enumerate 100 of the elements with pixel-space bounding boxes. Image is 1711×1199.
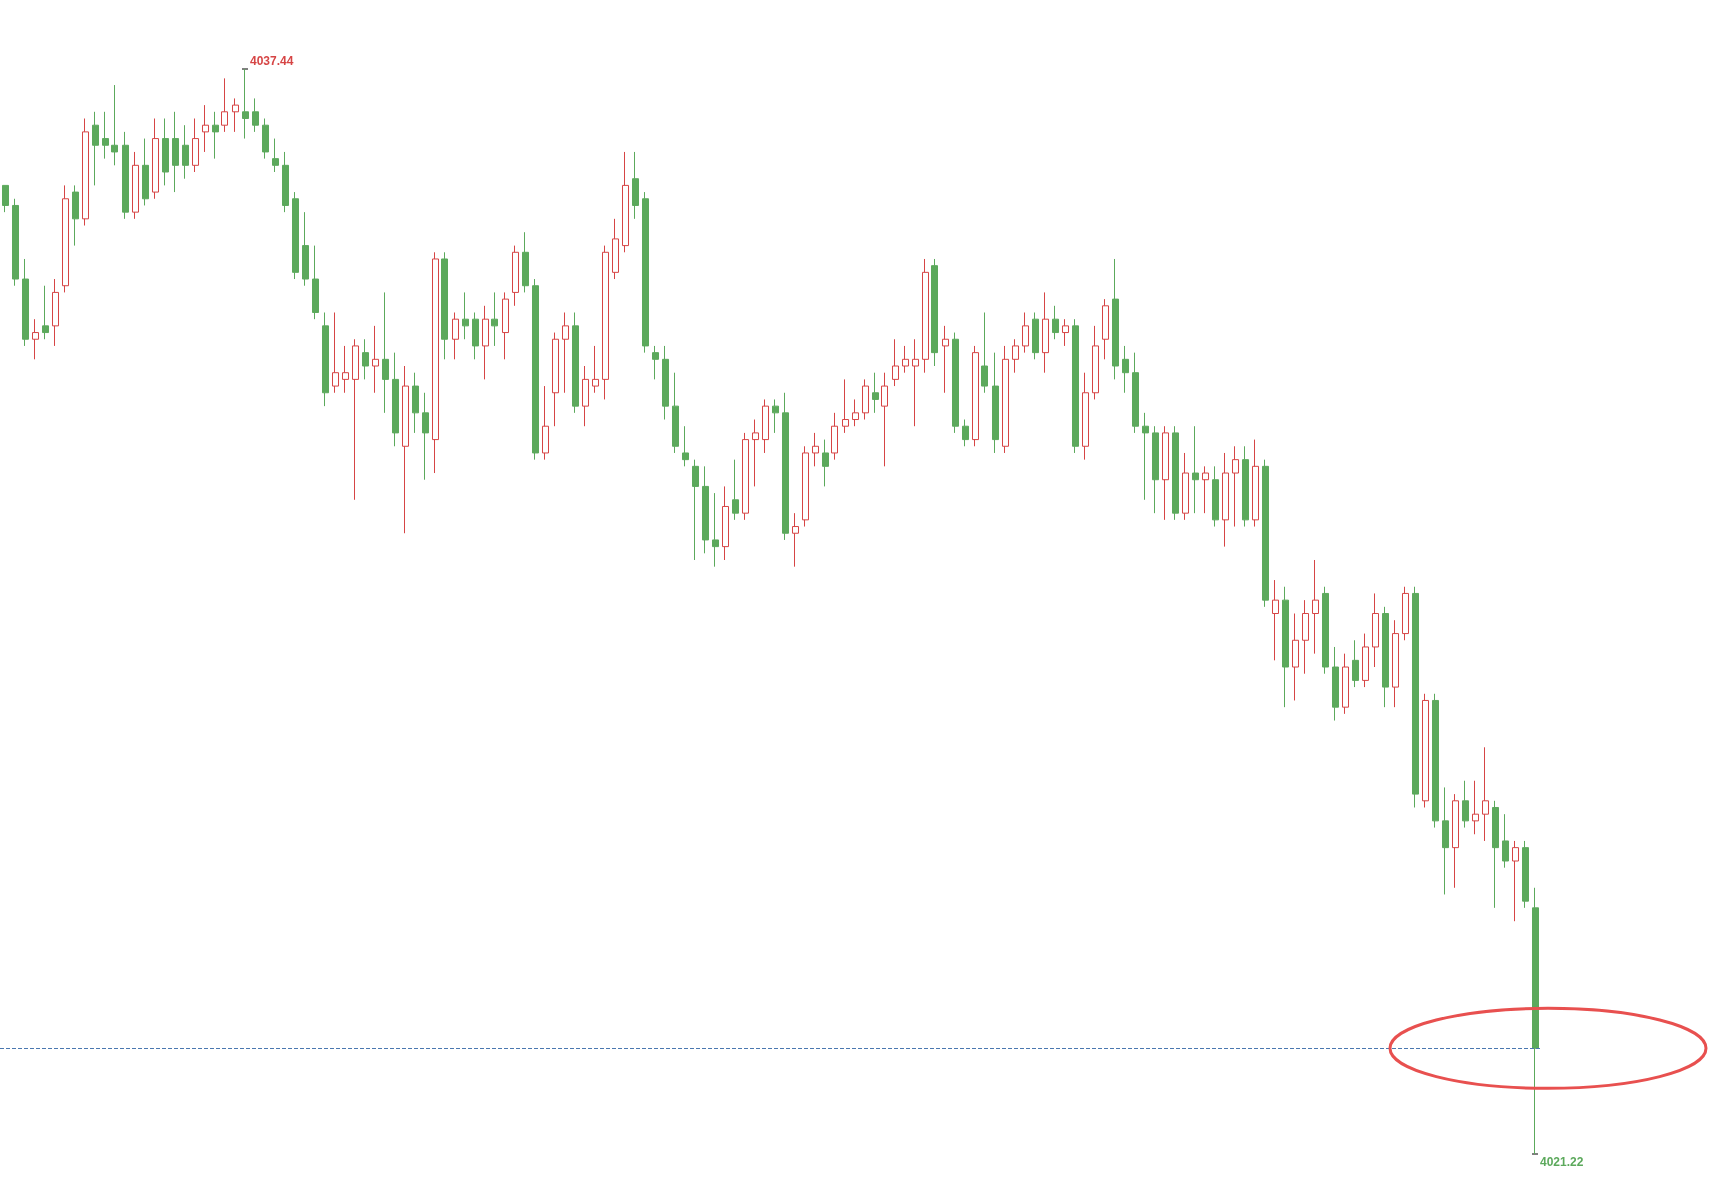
- candlestick: [1182, 452, 1189, 521]
- candlestick: [1032, 311, 1039, 360]
- candlestick: [142, 138, 149, 206]
- candlestick: [1012, 338, 1019, 374]
- candlestick: [1132, 352, 1139, 434]
- candlestick: [692, 459, 699, 561]
- candlestick: [702, 465, 709, 554]
- text: 4037.44: [250, 54, 294, 68]
- candlestick: [182, 124, 189, 180]
- candlestick: [762, 398, 769, 454]
- candlestick: [1112, 258, 1119, 380]
- candlestick: [292, 191, 299, 280]
- candlestick: [532, 278, 539, 461]
- candlestick: [1312, 559, 1319, 655]
- candlestick: [1142, 412, 1149, 501]
- candlestick: [272, 138, 279, 173]
- candlestick: [1192, 425, 1199, 514]
- candlestick: [1212, 465, 1219, 528]
- candlestick: [1462, 780, 1469, 829]
- candlestick: [1202, 465, 1209, 514]
- candlestick: [592, 345, 599, 394]
- candlestick: [1412, 586, 1419, 808]
- candlestick: [172, 111, 179, 193]
- candlestick: [1432, 693, 1439, 829]
- candlestick: [831, 412, 838, 461]
- candlestick: [1472, 780, 1479, 835]
- candlestick: [881, 372, 888, 467]
- candlestick: [1102, 298, 1109, 360]
- candlestick: [22, 258, 29, 347]
- candlestick: [1122, 345, 1129, 394]
- candlestick: [942, 325, 949, 394]
- candlestick: [1052, 305, 1059, 340]
- candlestick: [312, 245, 319, 320]
- candlestick: [1152, 425, 1159, 514]
- candlestick: [1232, 445, 1239, 528]
- candlestick: [931, 258, 938, 367]
- candlestick: [102, 111, 109, 160]
- candlestick: [682, 425, 689, 467]
- candlestick: [872, 372, 879, 414]
- candlestick: [672, 372, 679, 454]
- candlestick: [202, 104, 209, 153]
- candlestick: [542, 385, 549, 461]
- candlestick: [862, 378, 869, 421]
- candlestick: [362, 338, 369, 380]
- candlestick: [742, 432, 749, 521]
- candlestick: [452, 311, 459, 360]
- candlestick: [1402, 586, 1409, 641]
- candlestick: [252, 97, 259, 133]
- candlestick: [792, 512, 799, 568]
- candlestick: [852, 398, 859, 427]
- candlestick: [1332, 646, 1339, 722]
- candlestick: [1512, 840, 1519, 922]
- candlestick: [52, 278, 59, 347]
- candlestick: [1322, 586, 1329, 675]
- candlestick: [82, 118, 89, 227]
- candlestick: [612, 218, 619, 280]
- candlestick: [372, 325, 379, 394]
- candlestick: [1272, 579, 1279, 661]
- candlestick: [491, 291, 498, 347]
- candlestick: [622, 151, 629, 253]
- candlestick: [192, 118, 199, 173]
- candlestick: [382, 291, 389, 414]
- candlestick: [842, 378, 849, 434]
- candlestick: [1092, 325, 1099, 400]
- candlestick: [1502, 813, 1509, 869]
- candlestick: [332, 311, 339, 394]
- candlestick: [1262, 459, 1269, 608]
- candlestick: [1252, 439, 1259, 528]
- candlestick: [402, 365, 409, 534]
- candlestick: [812, 432, 819, 467]
- candlestick: [392, 352, 399, 447]
- candlestick: [441, 251, 448, 360]
- candlestick: [462, 291, 469, 340]
- candlestick: [1282, 586, 1289, 708]
- candlestick: [1042, 291, 1049, 374]
- candlestick: [111, 84, 118, 166]
- candlestick: [652, 345, 659, 380]
- candlestick: [92, 111, 99, 186]
- candlestick: [322, 311, 329, 407]
- candlestick: [1172, 425, 1179, 521]
- candlestick: [1392, 619, 1399, 708]
- candlestick: [902, 345, 909, 374]
- candlestick: [782, 392, 789, 541]
- candlestick: [242, 68, 249, 140]
- candlestick: [1382, 606, 1389, 708]
- candlestick: [212, 111, 219, 160]
- candlestick: [572, 311, 579, 414]
- candlestick: [1062, 318, 1069, 347]
- candlestick: [632, 151, 639, 220]
- candlestick: [342, 345, 349, 394]
- candlestick: [132, 151, 139, 220]
- candlestick: [1452, 793, 1459, 889]
- candlestick: [432, 251, 439, 474]
- candlestick: [1442, 786, 1449, 895]
- candlestick: [752, 419, 759, 487]
- candlestick: [802, 445, 809, 528]
- candlestick: [302, 211, 309, 287]
- candlestick: [582, 365, 589, 427]
- candlestick: [952, 332, 959, 434]
- candlestick: [1162, 425, 1169, 521]
